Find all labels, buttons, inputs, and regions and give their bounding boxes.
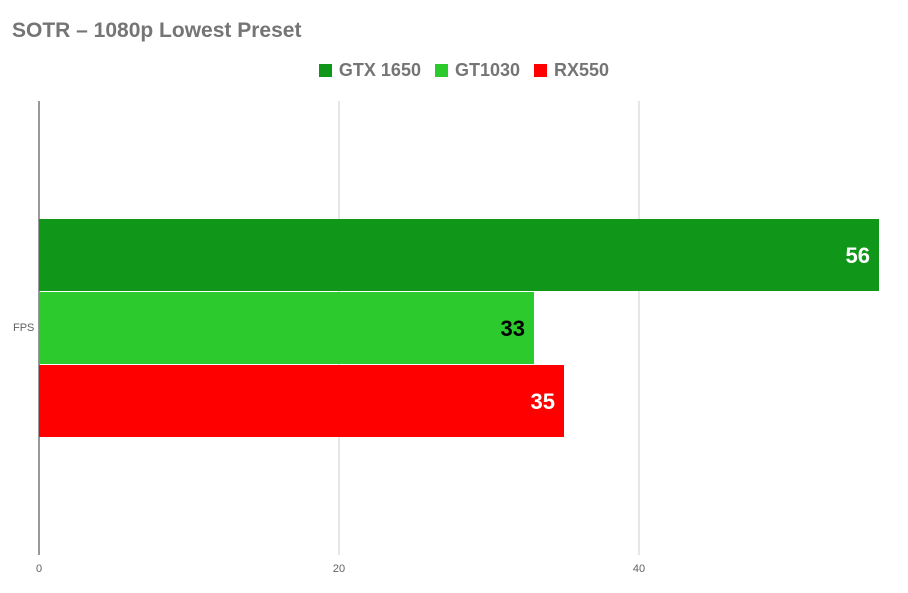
legend-label-rx550: RX550 [554, 60, 610, 80]
legend-item-rx550[interactable]: RX550 [534, 60, 609, 81]
data-label-gtx-1650: 56 [846, 243, 870, 268]
legend-item-gtx1650[interactable]: GTX 1650 [318, 60, 421, 81]
legend: GTX 1650 GT1030 RX550 [0, 60, 908, 81]
y-category-label: FPS [13, 322, 34, 334]
x-tick-label-20: 20 [333, 563, 345, 575]
bar-rx550[interactable] [39, 365, 564, 437]
chart-title: SOTR – 1080p Lowest Preset [12, 19, 302, 42]
data-label-gt1030: 33 [501, 316, 525, 341]
x-tick-label-40: 40 [633, 563, 645, 575]
x-tick-label-0: 0 [36, 563, 42, 575]
data-label-rx550: 35 [531, 389, 555, 414]
legend-label-gtx1650: GTX 1650 [338, 60, 421, 80]
legend-swatch-gtx1650 [318, 64, 332, 77]
bar-gt1030[interactable] [39, 292, 534, 364]
legend-label-gt1030: GT1030 [454, 60, 521, 80]
legend-swatch-rx550 [534, 64, 548, 77]
legend-item-gt1030[interactable]: GT1030 [434, 60, 521, 81]
legend-swatch-gt1030 [434, 64, 448, 77]
bar-gtx-1650[interactable] [39, 219, 879, 291]
